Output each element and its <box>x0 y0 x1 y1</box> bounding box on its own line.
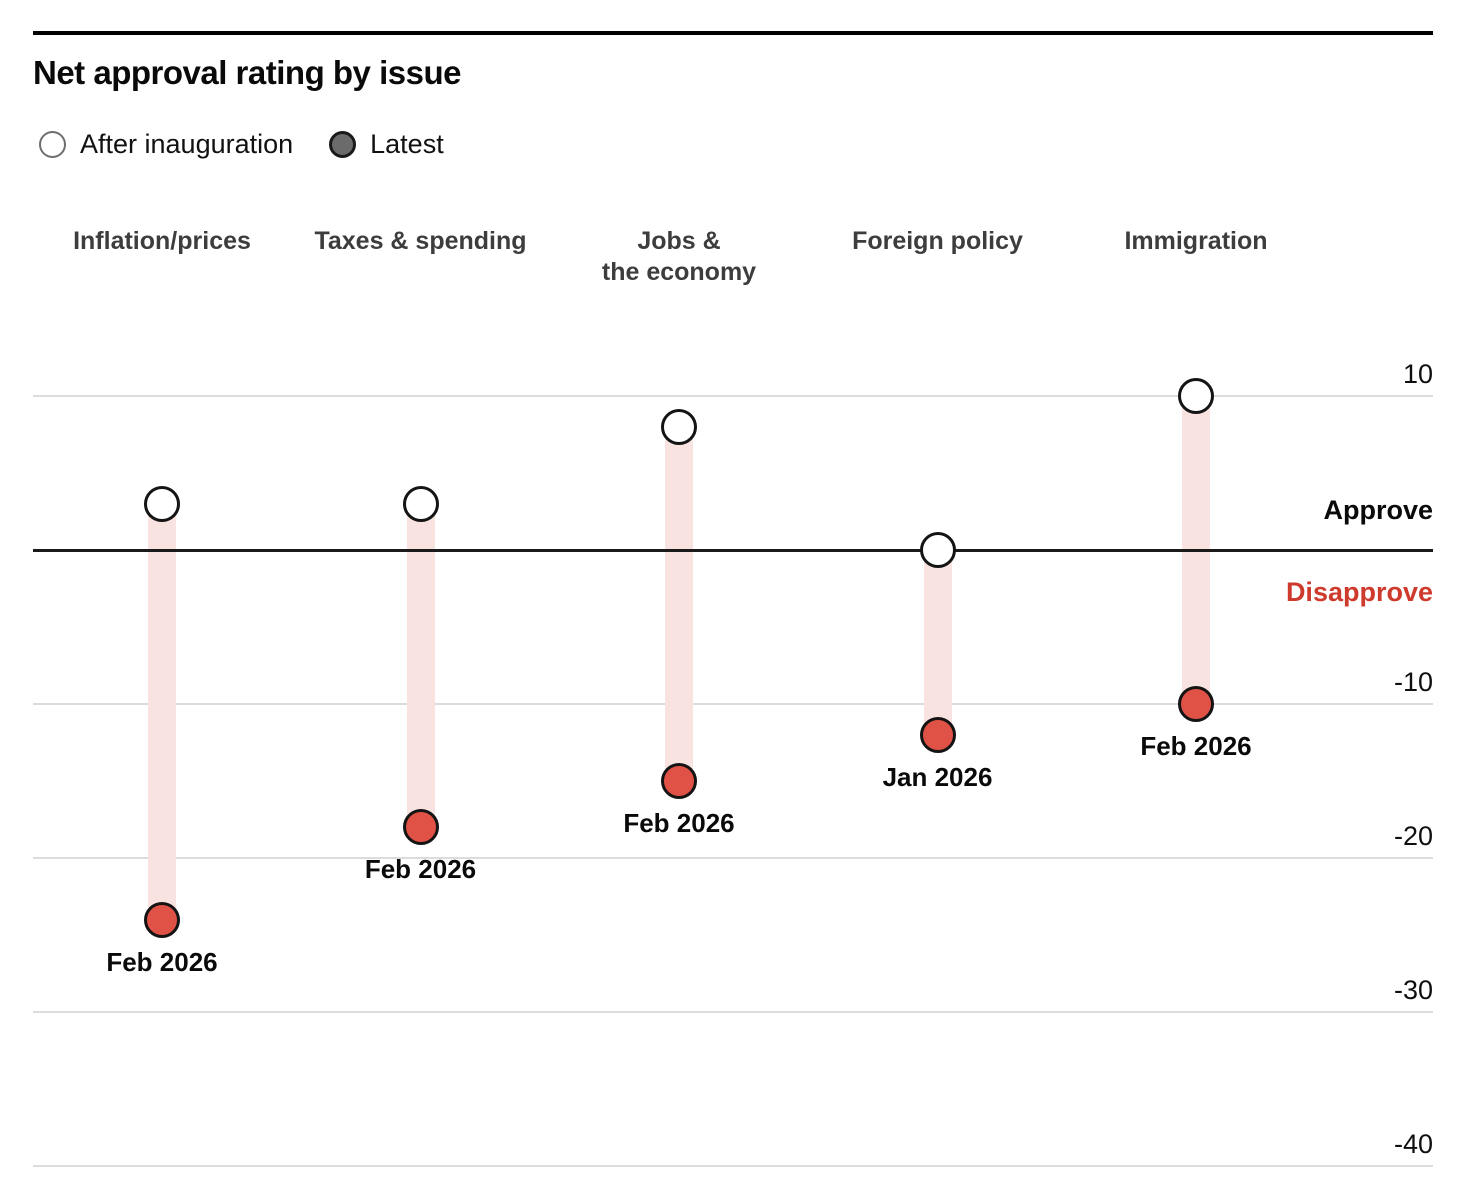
latest-point <box>1178 686 1214 722</box>
legend-latest-label: Latest <box>370 128 444 159</box>
latest-date-label: Feb 2026 <box>623 808 735 838</box>
legend-item-after-inauguration: After inauguration <box>39 129 293 160</box>
latest-point <box>919 716 956 753</box>
latest-date-label: Feb 2026 <box>1140 731 1252 761</box>
range-band <box>148 503 176 920</box>
gridline <box>33 395 1433 397</box>
gridline <box>33 1011 1433 1013</box>
axis-tick-label: 10 <box>1402 359 1433 389</box>
axis-tick-label: -30 <box>1393 975 1433 1005</box>
zero-baseline <box>33 548 1433 552</box>
top-rule <box>33 31 1433 35</box>
latest-point <box>144 901 180 938</box>
axis-tick-label: -40 <box>1393 1129 1433 1159</box>
gridline <box>33 857 1433 859</box>
latest-date-label: Feb 2026 <box>106 946 218 977</box>
latest-point <box>402 809 439 846</box>
category-header: Inflation/prices <box>73 227 251 255</box>
after-inauguration-point <box>1178 378 1214 414</box>
axis-tick-label: -20 <box>1393 821 1433 851</box>
range-band <box>665 426 693 781</box>
filled-circle-icon <box>329 130 357 158</box>
open-circle-icon <box>39 130 66 158</box>
gridline <box>33 703 1433 705</box>
legend-after-label: After inauguration <box>80 128 294 159</box>
after-inauguration-point <box>919 532 956 568</box>
range-band <box>923 550 952 735</box>
category-header: Immigration <box>1124 227 1268 255</box>
latest-date-label: Jan 2026 <box>882 761 993 792</box>
after-inauguration-point <box>661 408 697 445</box>
legend-item-latest: Latest <box>329 129 444 160</box>
category-header: Jobs & the economy <box>601 227 757 286</box>
range-band <box>406 503 435 828</box>
approve-axis-label: Approve <box>1323 495 1433 525</box>
gridline <box>33 1165 1433 1167</box>
after-inauguration-point <box>144 485 180 522</box>
category-header: Foreign policy <box>852 227 1023 255</box>
category-header: Taxes & spending <box>314 227 527 255</box>
axis-tick-label: -10 <box>1393 667 1433 697</box>
latest-point <box>661 763 697 799</box>
chart-title: Net approval rating by issue <box>33 54 461 91</box>
after-inauguration-point <box>402 485 439 522</box>
legend: After inauguration Latest <box>39 128 444 160</box>
disapprove-axis-label: Disapprove <box>1285 577 1433 607</box>
latest-date-label: Feb 2026 <box>364 854 477 885</box>
